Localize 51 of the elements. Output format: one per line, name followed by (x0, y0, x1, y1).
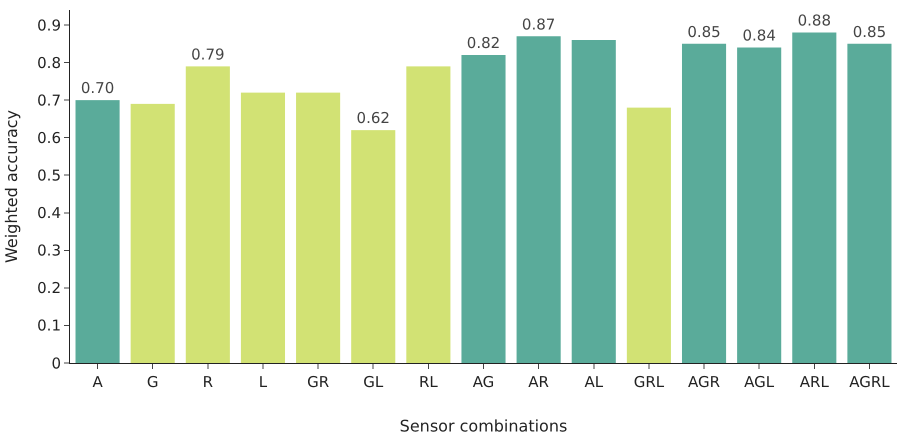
bar (626, 108, 671, 363)
y-tick-label: 0.1 (37, 316, 61, 335)
bar (847, 44, 892, 363)
data-label: 0.79 (191, 45, 225, 64)
bar (351, 130, 396, 363)
bar (130, 104, 175, 363)
x-tick-label: GR (307, 373, 330, 391)
data-label: 0.85 (852, 22, 886, 41)
bar (572, 40, 616, 363)
bar (186, 66, 230, 363)
y-tick-label: 0.5 (37, 166, 61, 184)
y-tick-label: 0.6 (37, 128, 61, 147)
x-axis-title: Sensor combinations (400, 416, 568, 436)
y-tick-label: 0.9 (37, 16, 61, 34)
x-tick-label: R (202, 373, 214, 391)
y-tick-label: 0.7 (37, 91, 61, 110)
data-label: 0.70 (80, 79, 114, 98)
bar (76, 100, 120, 363)
data-label: 0.84 (742, 26, 776, 45)
x-tick-label: L (258, 373, 268, 391)
bar (296, 92, 340, 363)
y-tick-label: 0.8 (37, 54, 61, 72)
data-label: 0.85 (687, 22, 721, 41)
x-tick-label: A (92, 373, 104, 391)
x-tick-label: ARL (800, 373, 830, 391)
bar (516, 36, 561, 363)
bar (737, 48, 782, 363)
x-tick-label: GL (363, 373, 384, 391)
y-axis-title: Weighted accuracy (2, 110, 22, 264)
data-label: 0.87 (522, 15, 556, 34)
x-tick-label: AG (472, 373, 494, 391)
data-label: 0.62 (356, 109, 390, 128)
y-tick-label: 0 (51, 354, 61, 372)
bar (406, 66, 450, 363)
y-tick-label: 0.3 (37, 242, 61, 260)
x-tick-label: G (146, 373, 159, 391)
data-label: 0.88 (798, 12, 832, 30)
x-tick-label: AGR (688, 373, 720, 391)
y-tick-label: 0.2 (37, 279, 61, 298)
data-label: 0.82 (466, 34, 500, 52)
x-tick-label: AGRL (849, 373, 890, 391)
bar (461, 55, 506, 363)
bar (682, 44, 726, 363)
bar (240, 92, 286, 363)
x-tick-label: AGL (744, 373, 775, 391)
bar (792, 32, 836, 363)
y-tick-label: 0.4 (37, 204, 61, 222)
x-tick-label: GRL (634, 373, 665, 391)
x-tick-label: RL (418, 373, 438, 391)
x-tick-label: AL (584, 373, 604, 391)
x-tick-label: AR (528, 373, 549, 391)
